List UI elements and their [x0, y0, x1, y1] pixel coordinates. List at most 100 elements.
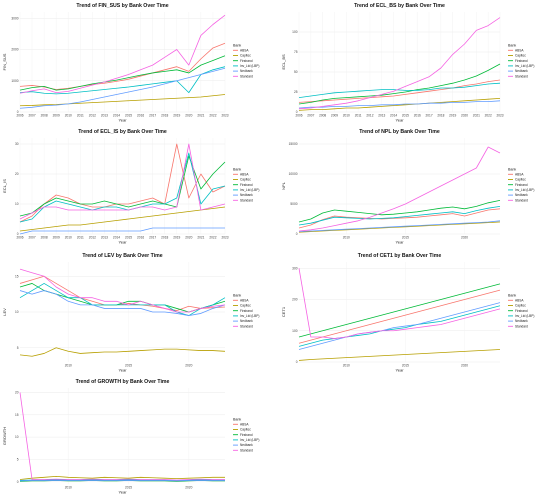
y-tick-label: 15 — [15, 274, 19, 278]
x-tick-label: 2010 — [343, 114, 350, 118]
chart-title: Trend of LEV by Bank Over Time — [82, 253, 162, 259]
series-line-nedbank — [19, 227, 225, 235]
legend-label: Nedbank — [240, 193, 253, 197]
legend-title: Bank — [233, 167, 241, 171]
legend-label: Capitec — [515, 304, 526, 308]
series-line-absa — [19, 275, 226, 311]
series-line-standard — [298, 146, 501, 232]
x-tick-label: 2022 — [209, 236, 216, 240]
y-tick-label: 100 — [292, 329, 298, 333]
series-line-inv-ltd-lbp — [298, 206, 501, 226]
legend-label: Capitec — [240, 54, 251, 58]
legend-label: Inv_Ltd (LBP) — [515, 64, 535, 68]
y-tick-label: 15000 — [289, 142, 298, 146]
x-tick-label: 2006 — [16, 114, 23, 118]
x-tick-label: 2016 — [137, 114, 144, 118]
legend-label: Firstrand — [515, 309, 528, 313]
series-line-capitec — [298, 221, 501, 233]
legend-title: Bank — [233, 417, 241, 421]
y-tick-label: 300 — [292, 266, 298, 270]
x-tick-label: 2022 — [209, 114, 216, 118]
x-tick-label: 2023 — [496, 114, 503, 118]
x-tick-label: 2012 — [366, 114, 373, 118]
x-tick-label: 2007 — [307, 114, 314, 118]
x-tick-label: 2008 — [319, 114, 326, 118]
legend-label: Inv_Ltd (LBP) — [515, 188, 535, 192]
y-tick-label: 0 — [17, 110, 19, 114]
legend-label: Standard — [240, 74, 253, 78]
x-tick-label: 2021 — [197, 114, 204, 118]
series-line-capitec — [19, 476, 225, 480]
x-tick-label: 2010 — [65, 236, 72, 240]
legend-label: Firstrand — [240, 59, 253, 63]
x-axis-label: Year — [118, 240, 127, 245]
x-tick-label: 2021 — [197, 236, 204, 240]
series-line-nedbank — [19, 290, 226, 316]
x-tick-label: 2009 — [331, 114, 338, 118]
y-axis-label: GROWTH — [2, 427, 7, 445]
legend-title: Bank — [508, 43, 516, 47]
y-tick-label: 0 — [296, 110, 298, 114]
x-tick-label: 2020 — [461, 114, 468, 118]
growth-chart-svg: Trend of GROWTH by Bank Over Time 0 5 10 15 2… — [2, 379, 260, 495]
series-line-capitec — [298, 349, 501, 361]
x-tick-label: 2017 — [149, 114, 156, 118]
y-tick-label: 200 — [292, 298, 298, 302]
cet1-chart-panel: Trend of CET1 by Bank Over Time 0 100 200 30… — [279, 250, 550, 376]
x-tick-label: 2010 — [343, 236, 350, 240]
legend-label: Capitec — [515, 54, 526, 58]
x-tick-label: 2011 — [355, 114, 362, 118]
legend-label: Nedbank — [240, 319, 253, 323]
npl-chart-panel: Trend of NPL by Bank Over Time 0 5000 10000… — [279, 126, 550, 248]
x-tick-label: 2009 — [53, 236, 60, 240]
x-tick-label: 2018 — [161, 236, 168, 240]
x-tick-label: 2020 — [461, 364, 468, 368]
series-line-standard — [298, 17, 501, 110]
legend-label: ABSA — [240, 422, 249, 426]
fin-sus-chart-svg: Trend of FIN_SUS by Bank Over Time 0 1000 2… — [2, 3, 260, 123]
y-tick-label: 15 — [15, 413, 19, 417]
legend-title: Bank — [508, 167, 516, 171]
y-tick-label: 75 — [294, 50, 298, 54]
series-line-nedbank — [298, 100, 501, 109]
y-tick-label: 0 — [17, 480, 19, 484]
legend-label: ABSA — [515, 172, 524, 176]
legend-title: Bank — [233, 293, 241, 297]
series-line-firstrand — [298, 63, 501, 105]
x-tick-label: 2019 — [173, 236, 180, 240]
x-tick-label: 2015 — [125, 364, 132, 368]
legend-label: Nedbank — [240, 443, 253, 447]
series-line-inv-ltd-lbp — [19, 152, 226, 223]
chart-title: Trend of FIN_SUS by Bank Over Time — [76, 3, 168, 9]
series-line-absa — [19, 143, 226, 223]
y-tick-label: 1000 — [11, 79, 18, 83]
y-tick-label: 10 — [15, 202, 19, 206]
legend-label: Inv_Ltd (LBP) — [240, 314, 260, 318]
y-axis-label: NPL — [281, 181, 286, 190]
y-tick-label: 0 — [296, 232, 298, 236]
series-line-standard — [19, 143, 226, 220]
y-axis-label: CET1 — [281, 306, 286, 317]
legend-label: Firstrand — [515, 183, 528, 187]
x-tick-label: 2013 — [378, 114, 385, 118]
ecl-is-chart-panel: Trend of ECL_IS by Bank Over Time 0 10 20 30… — [0, 126, 275, 248]
series-line-inv-ltd-lbp — [19, 479, 225, 481]
x-tick-label: 2015 — [402, 114, 409, 118]
x-tick-label: 2015 — [402, 364, 409, 368]
x-tick-label: 2008 — [41, 236, 48, 240]
series-line-standard — [19, 392, 225, 481]
y-tick-label: 10 — [15, 435, 19, 439]
y-axis-label: ECL_IS — [2, 179, 7, 193]
legend-label: ABSA — [240, 48, 249, 52]
x-tick-label: 2010 — [343, 364, 350, 368]
x-tick-label: 2015 — [125, 486, 132, 490]
y-axis-label: FIN_SUS — [2, 53, 7, 70]
y-tick-label: 100 — [292, 30, 298, 34]
series-line-firstrand — [298, 283, 501, 338]
cet1-chart-svg: Trend of CET1 by Bank Over Time 0 100 200 30… — [281, 253, 535, 373]
x-tick-label: 2017 — [426, 114, 433, 118]
x-tick-label: 2019 — [449, 114, 456, 118]
legend-title: Bank — [508, 293, 516, 297]
x-tick-label: 2007 — [29, 236, 36, 240]
